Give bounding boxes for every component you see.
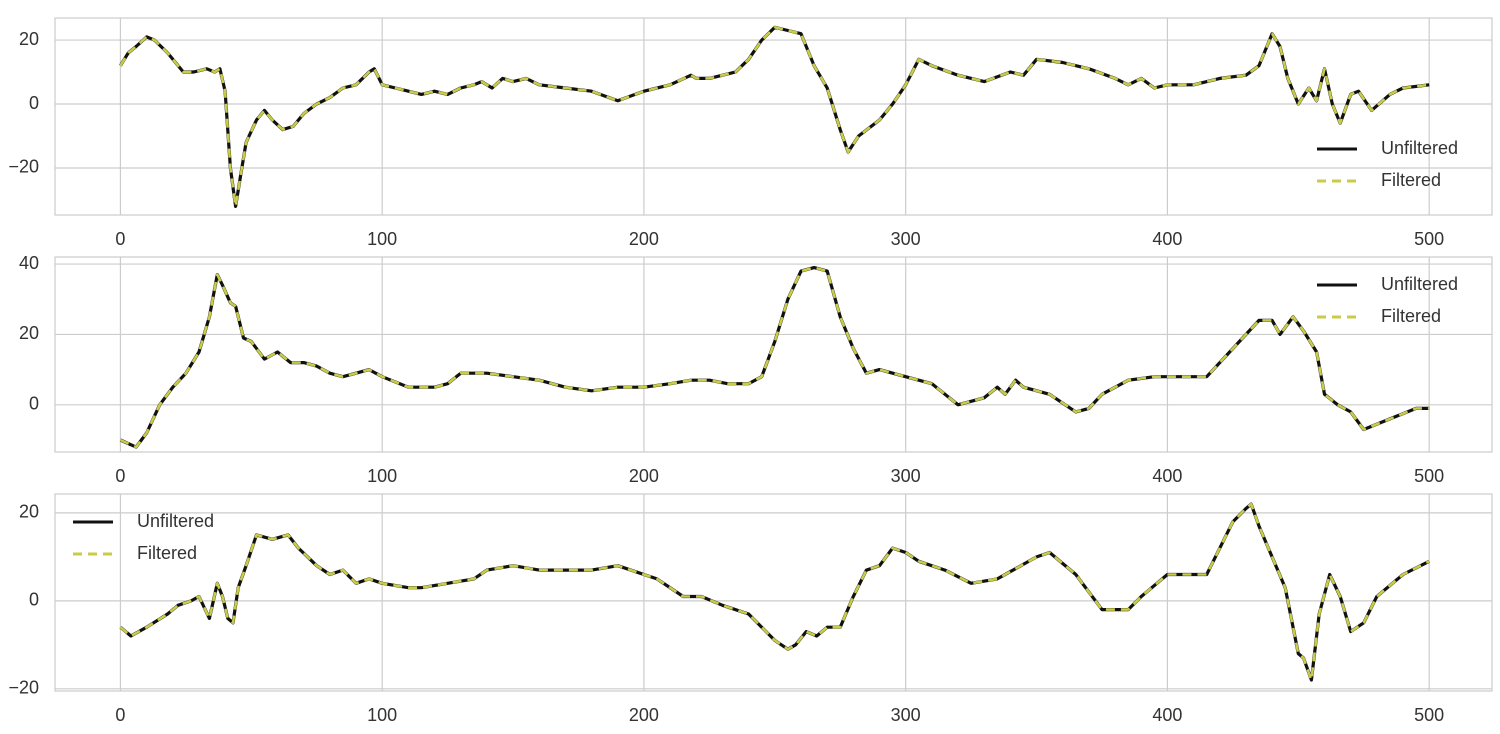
x-tick-label: 500 [1414,705,1444,725]
y-tick-label: 20 [19,502,39,522]
x-tick-label: 200 [629,466,659,486]
x-tick-label: 300 [891,466,921,486]
x-tick-label: 200 [629,705,659,725]
plot-area [54,493,1493,692]
legend-label: Filtered [1381,170,1441,190]
legend-label: Unfiltered [137,511,214,531]
series-line [119,266,1430,449]
x-tick-label: 0 [115,466,125,486]
legend-label: Unfiltered [1381,274,1458,294]
plot-area [54,17,1493,216]
x-tick-label: 500 [1414,229,1444,249]
legend-label: Filtered [137,543,197,563]
x-tick-label: 200 [629,229,659,249]
series-line [119,26,1430,208]
y-tick-label: 0 [29,590,39,610]
x-tick-label: 0 [115,229,125,249]
y-tick-label: 40 [19,253,39,273]
y-tick-label: −20 [8,678,39,698]
series-line [119,502,1430,682]
y-tick-label: 0 [29,394,39,414]
x-tick-label: 0 [115,705,125,725]
x-tick-label: 400 [1152,466,1182,486]
y-tick-label: 20 [19,323,39,343]
plot-area [54,256,1493,453]
x-tick-label: 100 [367,229,397,249]
x-tick-label: 300 [891,229,921,249]
x-tick-label: 400 [1152,229,1182,249]
x-tick-label: 100 [367,705,397,725]
legend-label: Filtered [1381,306,1441,326]
x-tick-label: 100 [367,466,397,486]
x-tick-label: 400 [1152,705,1182,725]
legend-label: Unfiltered [1381,138,1458,158]
x-tick-label: 300 [891,705,921,725]
y-tick-label: 0 [29,93,39,113]
x-tick-label: 500 [1414,466,1444,486]
y-tick-label: −20 [8,157,39,177]
y-tick-label: 20 [19,29,39,49]
